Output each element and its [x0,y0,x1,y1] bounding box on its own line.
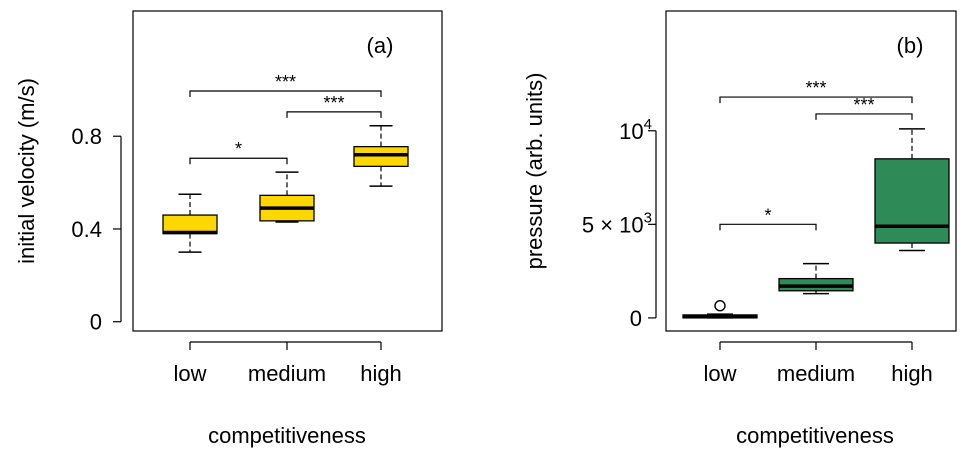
panel-label-b: (b) [897,33,924,58]
box-high [874,158,950,244]
x-category-label: high [891,361,933,386]
plot-frame-b [665,10,957,332]
y-tick-label: 0 [630,306,642,331]
x-axis-title-b: competitiveness [736,423,894,448]
x-category-label: high [360,361,402,386]
significance-label: *** [853,95,874,115]
outlier-point [714,300,726,312]
y-tick-label: 104 [619,116,652,144]
significance-label: *** [323,93,344,113]
significance-label: *** [275,72,296,92]
panel-label-a: (a) [367,33,394,58]
y-axis-title-a: initial velocity (m/s) [14,78,39,264]
x-axis-title-a: competitiveness [208,423,366,448]
x-category-label: low [703,361,736,386]
significance-label: *** [805,78,826,98]
significance-bracket [719,223,817,231]
y-tick-exponent: 3 [644,209,652,226]
y-tick-mantissa: 10 [619,119,643,144]
y-axis-title-b: pressure (arb. units) [522,73,547,270]
x-category-label: medium [248,361,326,386]
x-category-label: medium [777,361,855,386]
y-tick-label: 0.4 [71,217,102,242]
significance-bracket [189,157,288,165]
y-tick-label: 0.8 [71,124,102,149]
significance-label: * [235,139,242,159]
panel-a-velocity: (a) competitiveness initial velocity (m/… [14,10,443,448]
significance-bracket [189,90,382,97]
y-tick-exponent: 4 [644,116,652,133]
x-category-label: low [173,361,206,386]
plot-frame-a [132,10,443,332]
significance-bracket [286,111,382,118]
y-tick-label: 5 × 103 [582,209,652,237]
y-tick-mantissa: 5 × 10 [582,212,644,237]
significance-bracket [815,113,913,120]
significance-bracket [719,96,913,104]
significance-label: * [764,205,771,225]
panel-b-pressure: (b) competitiveness pressure (arb. units… [522,10,957,448]
y-tick-label: 0 [90,310,102,335]
